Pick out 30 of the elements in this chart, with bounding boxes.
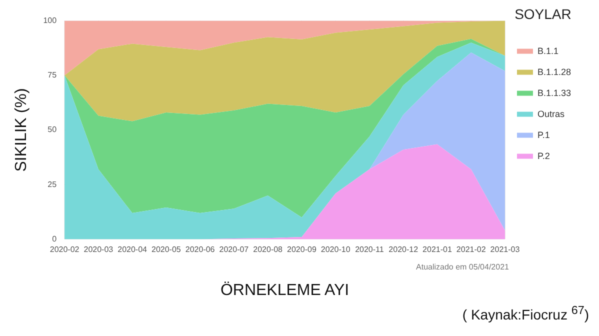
text: ( Kaynak:Fiocruz $^{67}$)	[462, 304, 589, 323]
x-tick-label: 2021-02	[456, 245, 486, 254]
x-tick-label: 2020-08	[253, 245, 284, 254]
x-tick-label: 2020-11	[355, 245, 384, 254]
legend-label: B.1.1.28	[537, 66, 572, 77]
legend-label: P.2	[537, 150, 550, 161]
x-tick-label: 2020-02	[50, 245, 80, 254]
x-tick-label: 2020-03	[84, 245, 114, 254]
y-tick-label: 50	[48, 125, 58, 134]
x-tick-label: 2020-04	[118, 245, 148, 254]
legend-label: B.1.1.33	[537, 88, 572, 98]
legend-label: Outras	[537, 108, 565, 119]
x-tick-label: 2021-03	[490, 245, 520, 254]
y-axis-title: SIKILIK (%)	[13, 88, 30, 172]
x-tick-label: 2020-07	[219, 245, 250, 254]
x-axis-title: ÖRNEKLEME AYI	[220, 280, 350, 299]
text: Atualizado em 05/04/2021	[416, 262, 510, 272]
y-tick-label: 75	[48, 70, 58, 80]
x-tick-label: 2021-01	[422, 245, 452, 254]
x-tick-label: 2020-10	[320, 245, 351, 254]
legend-label: P.1	[537, 130, 550, 140]
legend-label: B.1.1	[537, 46, 558, 56]
x-tick-label: 2020-06	[185, 245, 216, 254]
y-tick-label: 0	[52, 234, 58, 244]
x-tick-label: 2020-09	[287, 245, 317, 254]
y-tick-label: 100	[43, 16, 58, 26]
y-tick-label: 25	[48, 180, 58, 189]
legend-title: SOYLAR	[514, 6, 572, 22]
x-tick-label: 2020-12	[388, 245, 419, 254]
x-tick-label: 2020-05	[152, 245, 182, 254]
